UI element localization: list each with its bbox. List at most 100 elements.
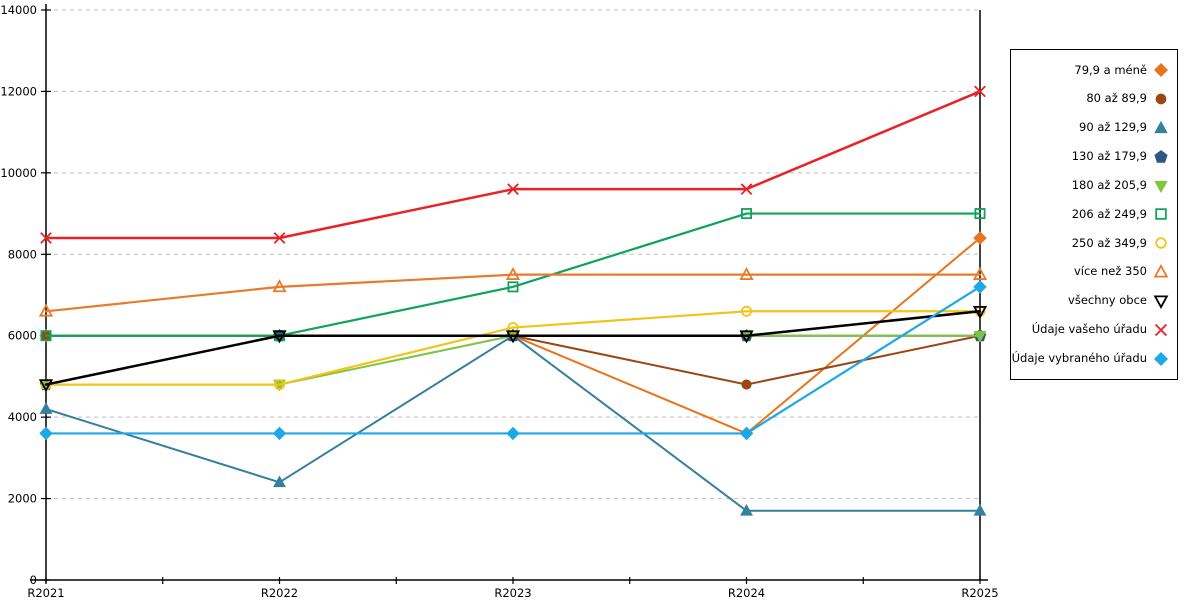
square-marker-icon [40,330,52,342]
square-marker-icon [507,281,519,293]
legend-item-label: 206 až 249,9 [1071,206,1147,221]
triangle-up-marker-icon [272,279,287,293]
series-8 [38,266,988,317]
y-axis-tick-label: 10000 [0,166,37,180]
axes: 0 2000 4000 6000 8000 10000 12000 14000 R2021 R20… [0,3,998,600]
circle-legend-marker-icon [1155,93,1167,105]
triangle-up-marker-icon [38,303,54,317]
triangle-up-marker-icon [1154,120,1168,134]
legend-item-label: 180 až 205,9 [1071,177,1147,192]
legend-item-label: 79,9 a méně [1074,62,1147,77]
diamond-legend-marker-icon [1153,351,1169,366]
legend-item: 90 až 129,9 [1017,114,1169,143]
series-line [44,310,982,386]
series-line [44,90,982,240]
x-marker-icon [40,232,52,244]
series-line [44,285,982,435]
diamond-marker-icon [506,426,520,441]
x-axis-tick-label: R2022 [261,586,298,600]
y-axis-tick-label: 14000 [0,3,37,17]
legend-item: Údaje vybraného úřadu [1012,344,1169,373]
gridlines [46,9,980,500]
diamond-marker-icon [272,426,287,441]
square-marker-icon [1155,208,1167,221]
legend-item-label: Údaje vašeho úřadu [1031,321,1147,336]
circle-legend-marker-icon [1155,237,1167,250]
legend-item: 206 až 249,9 [1017,200,1169,229]
y-axis-tick-label: 2000 [8,492,37,506]
legend-item: všechny obce [1017,287,1169,316]
pentagon-legend-marker-icon [1154,149,1168,163]
x-axis-tick-label: R2025 [961,586,998,600]
legend-item: 79,9 a méně [1017,56,1169,85]
triangle-up-marker-icon [39,402,53,414]
legend-item-label: 90 až 129,9 [1079,120,1147,135]
series-line [44,310,982,386]
triangle-down-marker-icon [272,330,287,344]
x-axis-tick-label: R2023 [494,586,531,600]
circle-marker-icon [1155,237,1167,250]
triangle-down-marker-icon [972,305,988,319]
legend-item: 250 až 349,9 [1017,229,1169,258]
circle-marker-icon [1155,93,1167,105]
x-legend-marker-icon [1154,323,1168,336]
legend-item-label: všechny obce [1068,293,1147,308]
triangle-down-marker-icon [1153,295,1169,309]
triangle-down-marker-icon [505,330,521,344]
circle-marker-icon [741,379,752,390]
y-axis-tick-label: 0 [30,573,37,587]
square-marker-icon [974,208,986,220]
series-3 [39,328,987,516]
pentagon-marker-icon [1154,149,1168,163]
series-11 [39,280,987,441]
legend-item-label: 80 až 89,9 [1086,91,1147,106]
series-7 [40,305,986,391]
x-marker-icon [1154,323,1168,336]
y-axis-tick-label: 12000 [0,84,37,98]
x-axis-tick-label: R2021 [27,586,64,600]
triangle-down-legend-marker-icon [1154,180,1168,193]
series-10 [40,85,986,244]
square-marker-icon [741,208,753,220]
x-axis-tick-label: R2024 [728,586,765,600]
legend-item-label: Údaje vybraného úřadu [1011,350,1147,365]
diamond-marker-icon [1153,63,1169,78]
legend-item: 80 až 89,9 [1017,85,1169,114]
triangle-up-marker-icon [972,266,988,280]
triangle-down-marker-icon [739,330,754,344]
diamond-marker-icon [39,426,53,441]
triangle-up-marker-icon [739,266,754,280]
legend-item-label: 130 až 179,9 [1071,149,1147,164]
diamond-marker-icon [973,231,987,245]
diamond-marker-icon [973,280,987,294]
chart-legend: 79,9 a méně 80 až 89,9 90 až 129,9 130 až 1… [1010,49,1178,380]
diamond-marker-icon [739,426,754,441]
triangle-up-marker-icon [273,475,286,488]
triangle-down-marker-icon [973,330,987,343]
series-line [44,273,982,313]
x-marker-icon [740,183,753,195]
legend-item: více než 350 [1017,258,1169,287]
triangle-up-legend-marker-icon [1153,264,1169,278]
series-line [44,212,982,337]
diamond-marker-icon [1153,351,1169,366]
series-6 [40,208,986,342]
y-axis-tick-label: 4000 [8,410,37,424]
y-axis-tick-label: 8000 [8,247,37,261]
legend-item: 130 až 179,9 [1017,142,1169,171]
x-marker-icon [974,85,986,98]
series-line [45,334,981,512]
triangle-up-legend-marker-icon [1154,120,1168,134]
series-9 [38,305,988,393]
circle-marker-icon [273,379,285,391]
legend-item: 180 až 205,9 [1017,171,1169,200]
triangle-down-marker-icon [38,379,54,393]
triangle-up-marker-icon [1153,264,1169,278]
y-axis-tick-label: 6000 [8,329,37,343]
x-marker-icon [507,183,519,195]
triangle-down-marker-icon [1154,180,1168,193]
triangle-up-marker-icon [740,503,753,516]
square-legend-marker-icon [1155,208,1167,221]
